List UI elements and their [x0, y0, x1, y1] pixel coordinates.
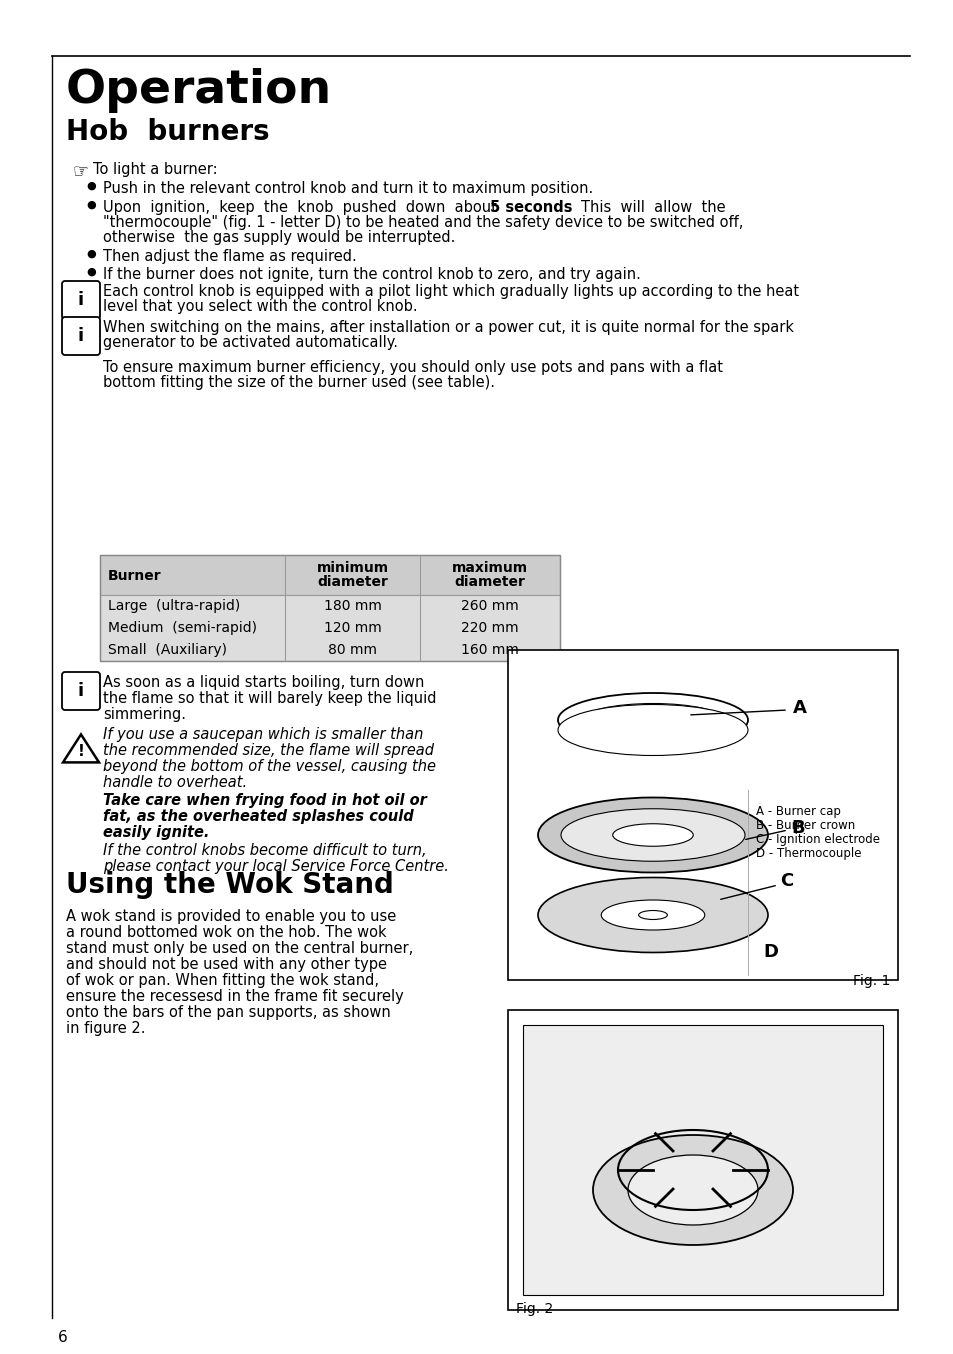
FancyBboxPatch shape — [62, 317, 100, 355]
Bar — [100, 555, 559, 661]
Text: stand must only be used on the central burner,: stand must only be used on the central b… — [66, 941, 413, 956]
Ellipse shape — [537, 798, 767, 872]
Text: 6: 6 — [58, 1330, 68, 1345]
Text: As soon as a liquid starts boiling, turn down: As soon as a liquid starts boiling, turn… — [103, 676, 424, 691]
Ellipse shape — [600, 900, 704, 930]
Text: Take care when frying food in hot oil or: Take care when frying food in hot oil or — [103, 793, 426, 808]
Ellipse shape — [560, 808, 744, 861]
Text: in figure 2.: in figure 2. — [66, 1021, 146, 1036]
Text: otherwise  the gas supply would be interrupted.: otherwise the gas supply would be interr… — [103, 230, 455, 245]
Text: C: C — [780, 872, 792, 890]
Text: 260 mm: 260 mm — [460, 598, 518, 613]
Text: ●: ● — [86, 181, 95, 191]
Text: C - Ignition electrode: C - Ignition electrode — [755, 833, 879, 846]
Ellipse shape — [638, 910, 667, 919]
Ellipse shape — [627, 1155, 758, 1225]
Text: Push in the relevant control knob and turn it to maximum position.: Push in the relevant control knob and tu… — [103, 181, 593, 196]
Text: i: i — [78, 291, 84, 309]
Text: diameter: diameter — [316, 575, 388, 589]
Text: generator to be activated automatically.: generator to be activated automatically. — [103, 334, 397, 349]
Text: onto the bars of the pan supports, as shown: onto the bars of the pan supports, as sh… — [66, 1005, 391, 1020]
Text: B - Burner crown: B - Burner crown — [755, 819, 854, 831]
Text: 220 mm: 220 mm — [460, 621, 518, 635]
Ellipse shape — [558, 704, 747, 756]
Text: fat, as the overheated splashes could: fat, as the overheated splashes could — [103, 808, 414, 825]
FancyBboxPatch shape — [62, 282, 100, 320]
Text: beyond the bottom of the vessel, causing the: beyond the bottom of the vessel, causing… — [103, 760, 436, 774]
Text: i: i — [78, 682, 84, 700]
Ellipse shape — [593, 1135, 792, 1244]
Text: A: A — [792, 699, 806, 718]
Text: D: D — [762, 942, 778, 961]
Text: and should not be used with any other type: and should not be used with any other ty… — [66, 957, 387, 972]
Text: Large  (ultra-rapid): Large (ultra-rapid) — [108, 598, 240, 613]
Ellipse shape — [537, 877, 767, 952]
Ellipse shape — [581, 704, 723, 737]
Ellipse shape — [558, 693, 747, 747]
Text: If you use a saucepan which is smaller than: If you use a saucepan which is smaller t… — [103, 727, 423, 742]
Text: Burner: Burner — [108, 569, 161, 584]
Text: Small  (Auxiliary): Small (Auxiliary) — [108, 643, 227, 657]
Text: Fig. 1: Fig. 1 — [852, 974, 889, 988]
Ellipse shape — [612, 823, 693, 846]
Text: If the burner does not ignite, turn the control knob to zero, and try again.: If the burner does not ignite, turn the … — [103, 267, 640, 282]
Text: bottom fitting the size of the burner used (see table).: bottom fitting the size of the burner us… — [103, 375, 495, 390]
Text: When switching on the mains, after installation or a power cut, it is quite norm: When switching on the mains, after insta… — [103, 320, 793, 334]
Text: Fig. 2: Fig. 2 — [516, 1303, 553, 1316]
FancyBboxPatch shape — [62, 672, 100, 709]
Text: ensure the recessesd in the frame fit securely: ensure the recessesd in the frame fit se… — [66, 988, 403, 1005]
Text: B: B — [790, 819, 803, 837]
Text: ☞: ☞ — [71, 162, 88, 180]
Bar — [100, 594, 559, 661]
Text: If the control knobs become difficult to turn,: If the control knobs become difficult to… — [103, 844, 426, 858]
Text: Hob  burners: Hob burners — [66, 118, 270, 146]
Text: 160 mm: 160 mm — [460, 643, 518, 657]
Polygon shape — [63, 734, 99, 762]
Text: .  This  will  allow  the: . This will allow the — [566, 200, 725, 215]
Text: 5 seconds: 5 seconds — [490, 200, 572, 215]
Text: handle to overheat.: handle to overheat. — [103, 774, 247, 789]
Text: To ensure maximum burner efficiency, you should only use pots and pans with a fl: To ensure maximum burner efficiency, you… — [103, 360, 722, 375]
Text: ●: ● — [86, 249, 95, 259]
Text: diameter: diameter — [454, 575, 525, 589]
Bar — [507, 650, 897, 980]
Text: easily ignite.: easily ignite. — [103, 825, 209, 839]
Text: Each control knob is equipped with a pilot light which gradually lights up accor: Each control knob is equipped with a pil… — [103, 284, 799, 299]
Text: maximum: maximum — [452, 561, 528, 575]
Text: simmering.: simmering. — [103, 707, 186, 722]
Text: D - Thermocouple: D - Thermocouple — [755, 848, 861, 860]
Text: !: ! — [77, 743, 85, 758]
Text: 120 mm: 120 mm — [323, 621, 381, 635]
Bar — [507, 1010, 897, 1311]
Text: Upon  ignition,  keep  the  knob  pushed  down  about: Upon ignition, keep the knob pushed down… — [103, 200, 501, 215]
Text: the flame so that it will barely keep the liquid: the flame so that it will barely keep th… — [103, 691, 436, 705]
Text: To light a burner:: To light a burner: — [92, 162, 217, 177]
Text: 80 mm: 80 mm — [328, 643, 376, 657]
Text: ●: ● — [86, 267, 95, 278]
Text: 180 mm: 180 mm — [323, 598, 381, 613]
Text: of wok or pan. When fitting the wok stand,: of wok or pan. When fitting the wok stan… — [66, 974, 378, 988]
Text: "thermocouple" (fig. 1 - letter D) to be heated and the safety device to be swit: "thermocouple" (fig. 1 - letter D) to be… — [103, 215, 742, 230]
Text: Operation: Operation — [66, 68, 332, 112]
Text: ●: ● — [86, 200, 95, 210]
Text: A wok stand is provided to enable you to use: A wok stand is provided to enable you to… — [66, 909, 395, 923]
Bar — [100, 555, 559, 594]
Text: Then adjust the flame as required.: Then adjust the flame as required. — [103, 249, 356, 264]
Text: i: i — [78, 328, 84, 345]
Text: the recommended size, the flame will spread: the recommended size, the flame will spr… — [103, 743, 434, 758]
Text: minimum: minimum — [316, 561, 388, 575]
Bar — [522, 1025, 882, 1294]
Text: Using the Wok Stand: Using the Wok Stand — [66, 871, 394, 899]
Text: please contact your local Service Force Centre.: please contact your local Service Force … — [103, 858, 449, 873]
Text: level that you select with the control knob.: level that you select with the control k… — [103, 299, 417, 314]
Text: A - Burner cap: A - Burner cap — [755, 806, 840, 818]
Text: a round bottomed wok on the hob. The wok: a round bottomed wok on the hob. The wok — [66, 925, 386, 940]
Text: Medium  (semi-rapid): Medium (semi-rapid) — [108, 621, 256, 635]
